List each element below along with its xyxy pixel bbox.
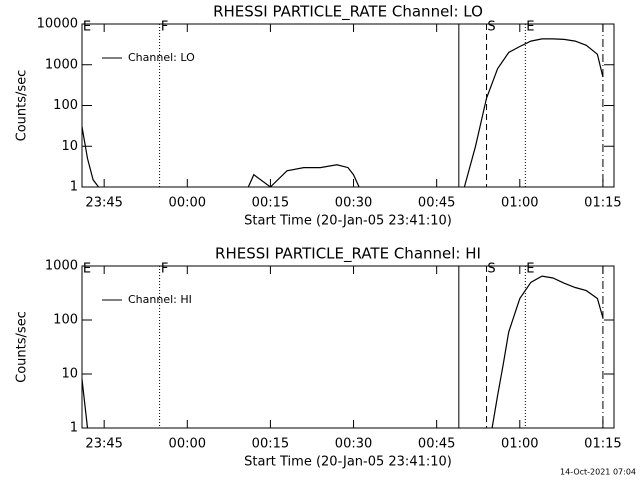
y-tick-label: 1000 xyxy=(45,57,78,72)
x-tick-label: 00:15 xyxy=(252,437,289,452)
data-line xyxy=(81,38,604,188)
x-tick-label: 01:15 xyxy=(584,437,621,452)
legend-label: Channel: LO xyxy=(128,51,195,64)
y-tick-label: 10 xyxy=(61,139,78,154)
x-tick-label: 00:30 xyxy=(335,437,372,452)
x-tick-label: 00:15 xyxy=(252,196,289,211)
x-axis-label: Start Time (20-Jan-05 23:41:10) xyxy=(244,214,452,229)
x-tick-label: 00:00 xyxy=(169,437,206,452)
marker-label: F xyxy=(161,262,168,277)
y-axis-label: Counts/sec xyxy=(15,70,30,142)
y-tick-label: 1 xyxy=(70,180,78,195)
y-tick-label: 1000 xyxy=(45,259,78,274)
legend-label: Channel: HI xyxy=(128,293,192,306)
marker-label: E xyxy=(83,262,91,277)
marker-label: E xyxy=(526,20,534,35)
marker-label: S xyxy=(487,262,495,277)
chart-title: RHESSI PARTICLE_RATE Channel: LO xyxy=(213,3,483,22)
footer: 14-Oct-2021 07:04 xyxy=(560,468,636,477)
x-tick-label: 00:00 xyxy=(169,196,206,211)
x-axis-label: Start Time (20-Jan-05 23:41:10) xyxy=(244,455,452,470)
y-tick-label: 1 xyxy=(70,421,78,436)
y-tick-label: 100 xyxy=(53,313,78,328)
data-line xyxy=(81,275,604,429)
y-axis-label: Counts/sec xyxy=(15,311,30,383)
plot-frame xyxy=(81,265,615,429)
x-tick-label: 00:45 xyxy=(418,196,455,211)
x-tick-label: 01:00 xyxy=(501,196,538,211)
y-tick-label: 10 xyxy=(61,367,78,382)
chart-title: RHESSI PARTICLE_RATE Channel: HI xyxy=(215,245,481,264)
x-tick-label: 00:45 xyxy=(418,437,455,452)
marker-label: F xyxy=(161,20,168,35)
marker-label: E xyxy=(83,20,91,35)
x-tick-label: 23:45 xyxy=(85,437,122,452)
y-tick-label: 100 xyxy=(53,98,78,113)
y-tick-label: 10000 xyxy=(37,17,78,32)
marker-label: S xyxy=(487,20,495,35)
marker-label: E xyxy=(526,262,534,277)
x-tick-label: 01:15 xyxy=(584,196,621,211)
x-tick-label: 01:00 xyxy=(501,437,538,452)
x-tick-label: 00:30 xyxy=(335,196,372,211)
x-tick-label: 23:45 xyxy=(85,196,122,211)
